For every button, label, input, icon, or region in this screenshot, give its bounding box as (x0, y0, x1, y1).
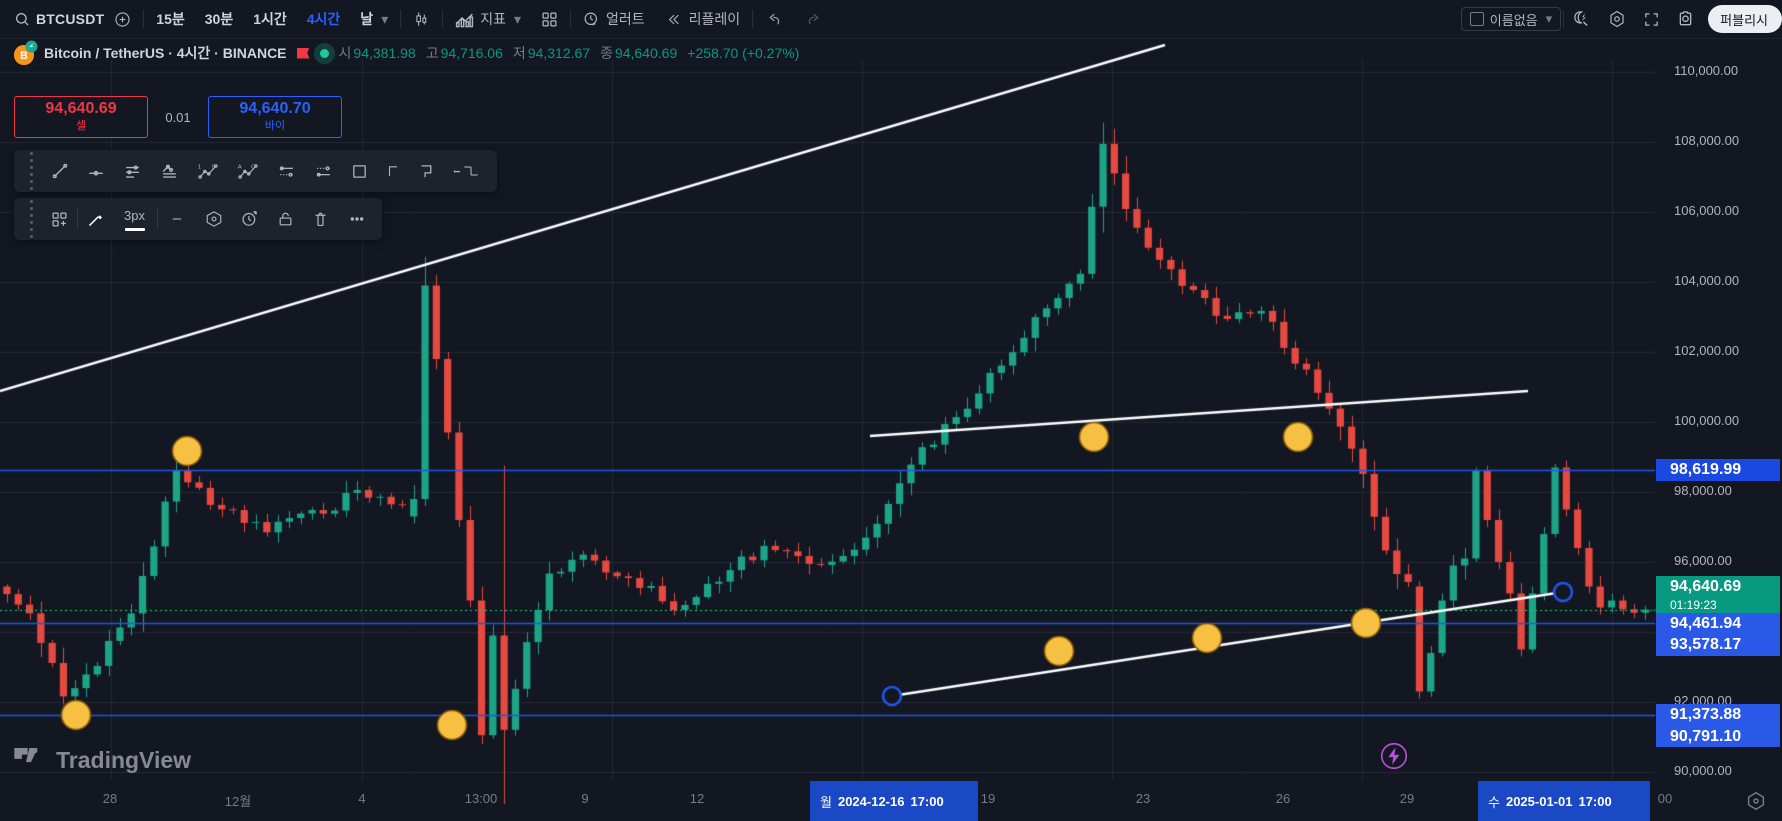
svg-text:A: A (238, 164, 242, 170)
svg-text:1: 1 (198, 164, 201, 170)
